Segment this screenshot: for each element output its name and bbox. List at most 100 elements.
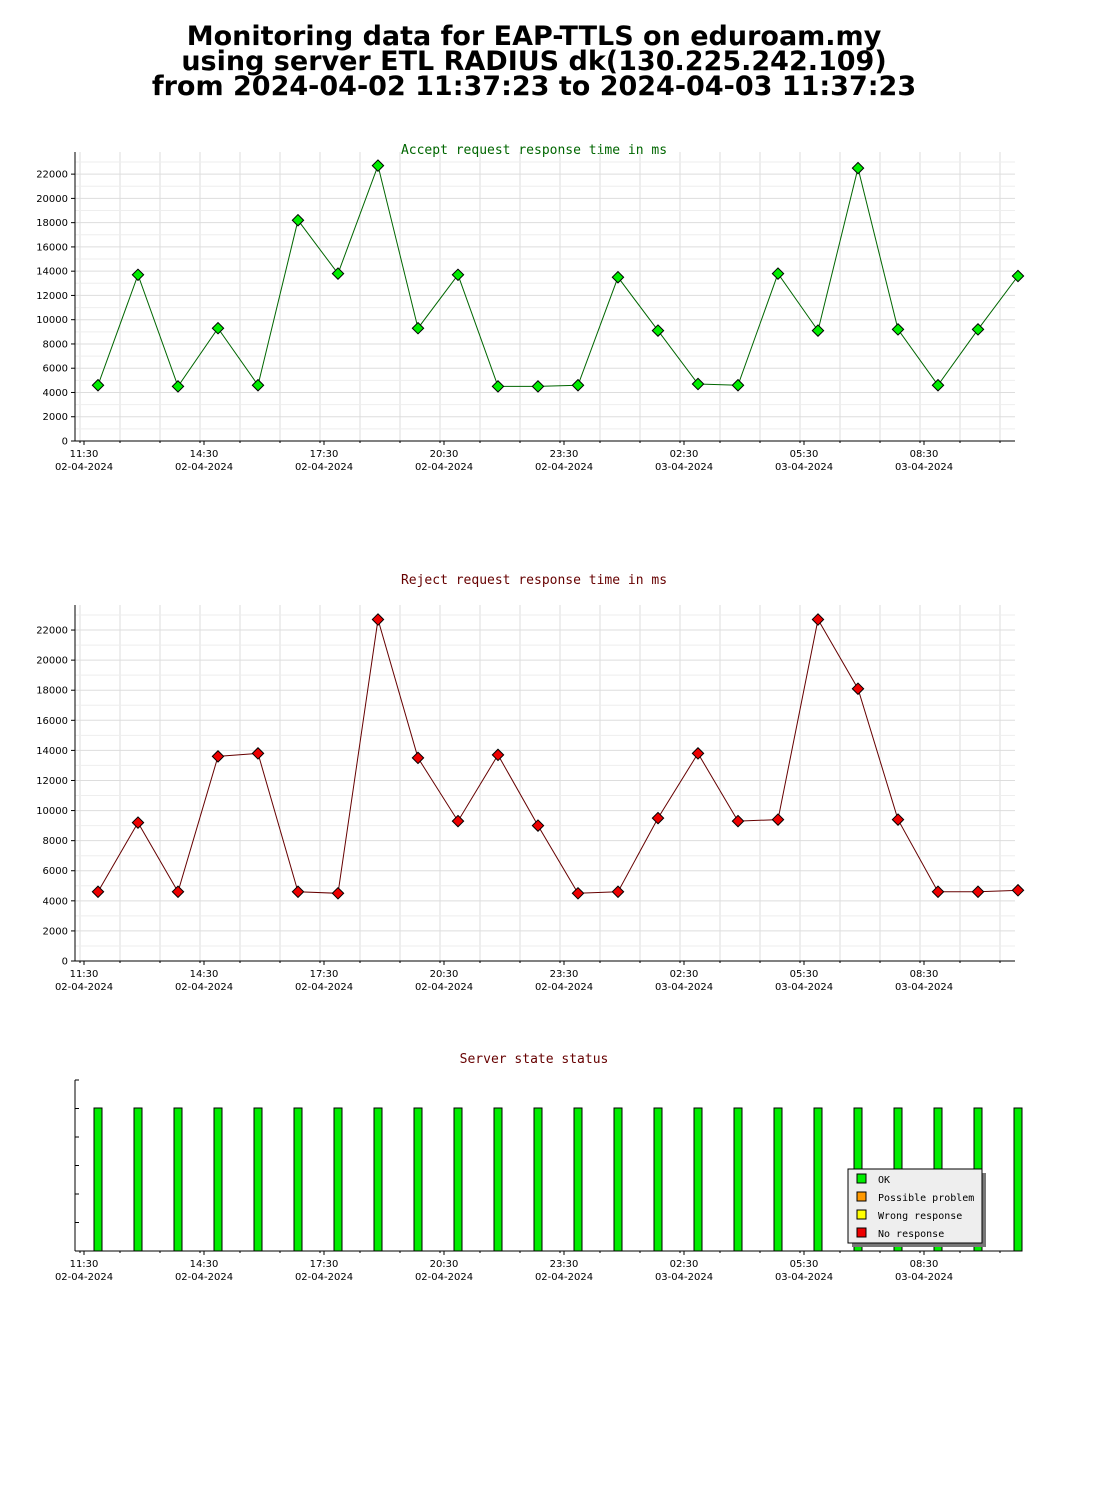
x-tick-time-label: 23:30 bbox=[550, 449, 579, 460]
reject-data-point bbox=[171, 885, 185, 899]
accept-data-point bbox=[651, 324, 665, 337]
x-tick-date-label: 02-04-2024 bbox=[175, 982, 233, 993]
y-tick-label: 18000 bbox=[36, 686, 68, 697]
reject-data-point bbox=[691, 747, 705, 760]
legend-possible-problem-swatch bbox=[856, 1191, 867, 1202]
x-tick-time-label: 17:30 bbox=[310, 969, 339, 980]
x-tick-time-label: 08:30 bbox=[910, 969, 939, 980]
y-tick-label: 10000 bbox=[36, 315, 68, 326]
reject-data-point bbox=[531, 819, 545, 832]
reject-data-point bbox=[211, 750, 225, 763]
x-tick-time-label: 23:30 bbox=[550, 1259, 579, 1270]
y-tick-label: 10000 bbox=[36, 806, 68, 817]
status-bar bbox=[133, 1107, 143, 1252]
x-tick-time-label: 05:30 bbox=[790, 969, 819, 980]
status-bar bbox=[453, 1107, 463, 1252]
y-tick-label: 18000 bbox=[36, 218, 68, 229]
reject-data-point bbox=[731, 814, 745, 828]
x-tick-date-label: 02-04-2024 bbox=[175, 462, 233, 473]
x-tick-time-label: 14:30 bbox=[190, 449, 219, 460]
status-bar bbox=[213, 1107, 223, 1252]
status-bar bbox=[253, 1107, 263, 1252]
x-tick-date-label: 02-04-2024 bbox=[535, 1272, 593, 1283]
reject-data-point bbox=[891, 813, 905, 826]
x-tick-date-label: 02-04-2024 bbox=[415, 462, 473, 473]
reject-data-point bbox=[91, 885, 105, 899]
accept-data-point bbox=[811, 324, 825, 337]
reject-data-point bbox=[571, 886, 585, 900]
y-tick-label: 22000 bbox=[36, 170, 68, 181]
y-tick-label: 2000 bbox=[43, 412, 68, 423]
reject-data-point bbox=[611, 885, 625, 899]
status-bar bbox=[293, 1107, 303, 1252]
reject-data-point bbox=[1011, 883, 1025, 897]
x-tick-time-label: 23:30 bbox=[550, 969, 579, 980]
y-tick-label: 8000 bbox=[43, 836, 68, 847]
x-tick-date-label: 02-04-2024 bbox=[175, 1272, 233, 1283]
reject-data-point bbox=[451, 814, 465, 828]
y-tick-label: 0 bbox=[62, 957, 68, 968]
reject-series-line bbox=[97, 618, 1019, 894]
accept-data-point bbox=[891, 323, 905, 336]
y-tick-label: 16000 bbox=[36, 242, 68, 253]
x-tick-date-label: 02-04-2024 bbox=[415, 1272, 473, 1283]
title-line-1: Monitoring data for EAP-TTLS on eduroam.… bbox=[186, 21, 882, 52]
y-tick-label: 4000 bbox=[43, 388, 68, 399]
status-bar bbox=[693, 1107, 703, 1252]
accept-data-point bbox=[971, 323, 985, 336]
x-tick-time-label: 14:30 bbox=[190, 1259, 219, 1270]
accept-data-point bbox=[211, 321, 225, 335]
accept-series-line bbox=[97, 163, 1019, 388]
status-legend: OK Possible problem Wrong response No respo… bbox=[847, 1168, 986, 1247]
x-tick-time-label: 20:30 bbox=[430, 969, 459, 980]
legend-wrong-response-label: Wrong response bbox=[878, 1211, 962, 1222]
status-chart: Server state status 11:30 02-04-2024 14:30 0… bbox=[55, 1052, 1023, 1283]
x-tick-time-label: 05:30 bbox=[790, 449, 819, 460]
status-bar bbox=[493, 1107, 503, 1252]
y-tick-label: 16000 bbox=[36, 716, 68, 727]
accept-data-point bbox=[931, 378, 945, 392]
x-tick-time-label: 08:30 bbox=[910, 1259, 939, 1270]
status-bar bbox=[813, 1107, 823, 1252]
legend-ok-swatch bbox=[856, 1173, 867, 1184]
x-tick-date-label: 03-04-2024 bbox=[895, 982, 953, 993]
accept-data-point bbox=[731, 378, 745, 392]
y-tick-label: 6000 bbox=[43, 866, 68, 877]
y-tick-label: 14000 bbox=[36, 746, 68, 757]
status-bar bbox=[1013, 1107, 1023, 1252]
x-tick-date-label: 02-04-2024 bbox=[295, 1272, 353, 1283]
x-tick-time-label: 05:30 bbox=[790, 1259, 819, 1270]
accept-data-point bbox=[131, 268, 145, 282]
legend-wrong-response-swatch bbox=[856, 1209, 867, 1220]
accept-data-point bbox=[491, 380, 505, 393]
reject-data-point bbox=[371, 613, 385, 626]
reject-data-point bbox=[651, 811, 665, 825]
y-tick-label: 12000 bbox=[36, 776, 68, 787]
x-tick-time-label: 02:30 bbox=[670, 1259, 699, 1270]
x-tick-time-label: 02:30 bbox=[670, 449, 699, 460]
accept-chart-title: Accept request response time in ms bbox=[401, 143, 667, 158]
accept-data-point bbox=[251, 378, 265, 392]
status-bar bbox=[573, 1107, 583, 1252]
reject-data-point bbox=[251, 747, 265, 760]
accept-data-point bbox=[331, 267, 345, 280]
accept-data-point bbox=[291, 213, 305, 227]
accept-data-point bbox=[571, 378, 585, 392]
legend-no-response-swatch bbox=[856, 1227, 867, 1238]
status-bar bbox=[93, 1107, 103, 1252]
x-tick-time-label: 08:30 bbox=[910, 449, 939, 460]
accept-data-point bbox=[771, 267, 785, 280]
accept-data-point bbox=[451, 268, 465, 282]
y-tick-label: 22000 bbox=[36, 626, 68, 637]
legend-ok-label: OK bbox=[878, 1175, 890, 1186]
x-tick-time-label: 17:30 bbox=[310, 449, 339, 460]
accept-data-point bbox=[531, 380, 545, 393]
status-bar bbox=[613, 1107, 623, 1252]
x-tick-date-label: 02-04-2024 bbox=[415, 982, 473, 993]
status-bar bbox=[533, 1107, 543, 1252]
reject-data-point bbox=[411, 751, 425, 765]
y-tick-label: 8000 bbox=[43, 339, 68, 350]
accept-data-point bbox=[1011, 269, 1025, 283]
accept-data-point bbox=[611, 270, 625, 284]
